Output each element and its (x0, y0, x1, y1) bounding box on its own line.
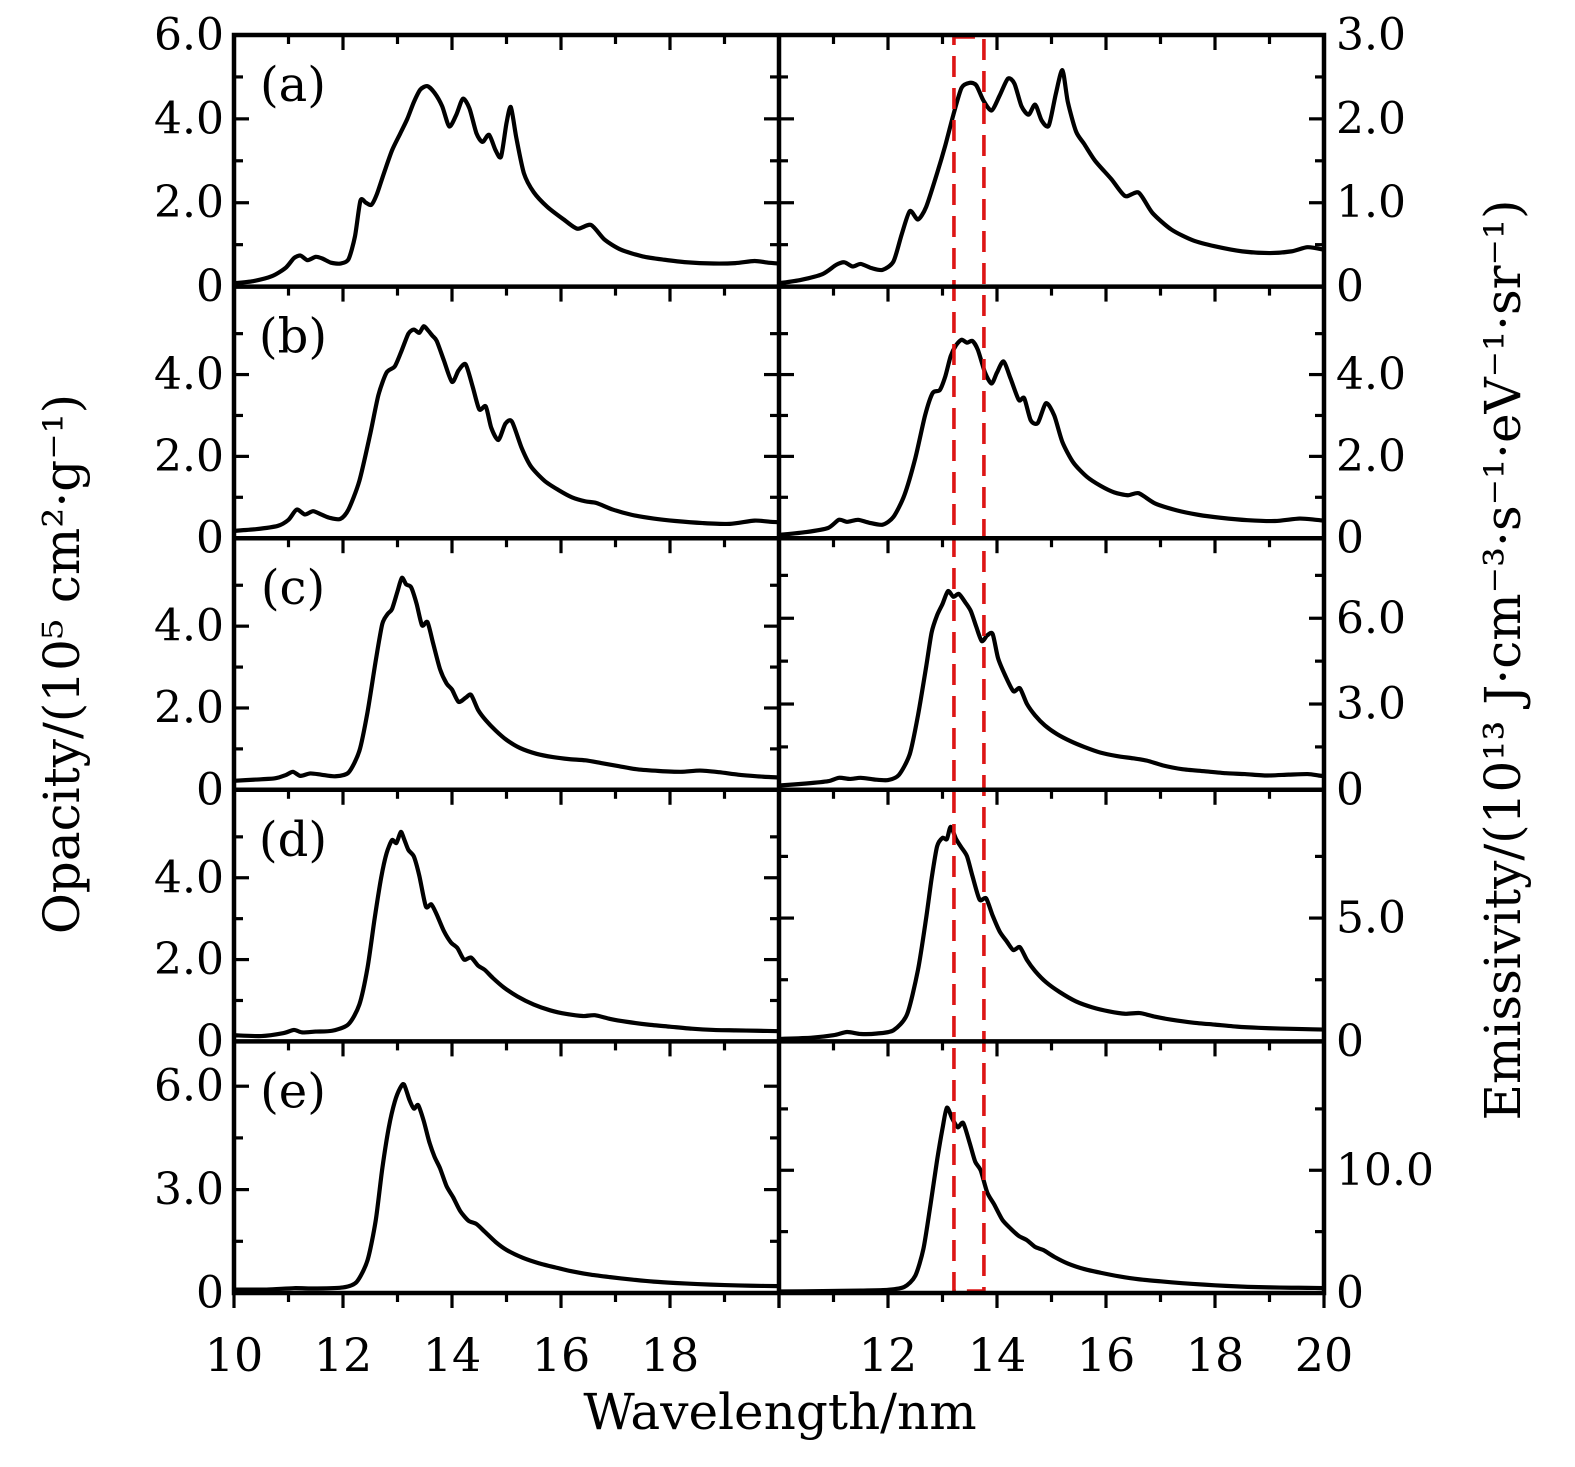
y-tick-label-right: 2.0 (1336, 431, 1406, 482)
panel-label-c: (c) (261, 560, 325, 616)
y-tick-label-left: 4.0 (154, 349, 224, 400)
y-tick-label-left: 6.0 (154, 10, 224, 61)
spectrum-curve-e-opacity (234, 1081, 779, 1292)
y-tick-label-right: 0 (1336, 764, 1364, 815)
x-tick-label: 16 (1077, 1328, 1136, 1382)
x-tick-label: 14 (423, 1328, 482, 1382)
y-tick-label-right: 3.0 (1336, 679, 1406, 730)
x-tick-label: 18 (1186, 1328, 1245, 1382)
y-tick-label-right: 0 (1336, 1268, 1364, 1319)
y-tick-label-left: 2.0 (154, 934, 224, 985)
y-tick-label-left: 2.0 (154, 431, 224, 482)
spectrum-curve-b-emissivity (779, 337, 1324, 538)
axes-layer: 02.04.06.001.02.03.0(a)02.04.002.04.0(b)… (154, 10, 1434, 1383)
y-tick-label-right: 0 (1336, 513, 1364, 564)
y-tick-label-left: 0 (196, 1016, 224, 1067)
y-tick-label-left: 0 (196, 764, 224, 815)
panel-label-d: (d) (259, 812, 327, 868)
spectrum-curve-a-opacity (234, 84, 779, 286)
x-tick-label: 20 (1295, 1328, 1354, 1382)
panel-label-e: (e) (260, 1063, 326, 1119)
y-axis-title-left: Opacity/(10⁵ cm²·g⁻¹) (33, 393, 91, 935)
euv-band-marker (952, 35, 986, 1293)
spectrum-curve-d-opacity (234, 829, 779, 1039)
x-tick-label: 12 (314, 1328, 373, 1382)
y-tick-label-left: 6.0 (154, 1061, 224, 1112)
x-tick-label: 10 (205, 1328, 264, 1382)
y-tick-label-right: 0 (1336, 261, 1364, 312)
y-tick-label-left: 4.0 (154, 852, 224, 903)
spectrum-curve-e-emissivity (779, 1105, 1324, 1294)
x-tick-label: 18 (641, 1328, 700, 1382)
y-tick-label-left: 4.0 (154, 93, 224, 144)
y-tick-label-left: 0 (196, 261, 224, 312)
y-tick-label-left: 0 (196, 513, 224, 564)
spectrum-curve-d-emissivity (779, 824, 1324, 1042)
y-tick-label-right: 0 (1336, 1016, 1364, 1067)
highlight-band-layer (952, 35, 986, 1293)
x-axis-title: Wavelength/nm (583, 1383, 977, 1441)
spectrum-curve-b-opacity (234, 324, 779, 533)
y-tick-label-left: 3.0 (154, 1164, 224, 1215)
y-tick-label-right: 4.0 (1336, 349, 1406, 400)
y-tick-label-right: 6.0 (1336, 593, 1406, 644)
spectrum-curve-c-opacity (234, 575, 779, 783)
spectrum-curve-a-emissivity (779, 68, 1324, 286)
panel-label-a: (a) (260, 57, 326, 113)
y-tick-label-left: 4.0 (154, 601, 224, 652)
y-tick-label-right: 3.0 (1336, 10, 1406, 61)
y-axis-title-right: Emissivity/(10¹³ J·cm⁻³·s⁻¹·eV⁻¹·sr⁻¹) (1474, 199, 1532, 1121)
x-tick-label: 14 (968, 1328, 1027, 1382)
spectrum-curve-c-emissivity (779, 588, 1324, 788)
y-tick-label-right: 1.0 (1336, 177, 1406, 228)
panel-label-b: (b) (259, 309, 327, 365)
curves-layer (234, 68, 1324, 1294)
y-tick-label-left: 0 (196, 1268, 224, 1319)
y-tick-label-left: 2.0 (154, 682, 224, 733)
y-tick-label-left: 2.0 (154, 177, 224, 228)
x-tick-label: 12 (859, 1328, 918, 1382)
y-tick-label-right: 10.0 (1336, 1145, 1434, 1196)
y-tick-label-right: 5.0 (1336, 893, 1406, 944)
x-tick-label: 16 (532, 1328, 591, 1382)
y-tick-label-right: 2.0 (1336, 93, 1406, 144)
